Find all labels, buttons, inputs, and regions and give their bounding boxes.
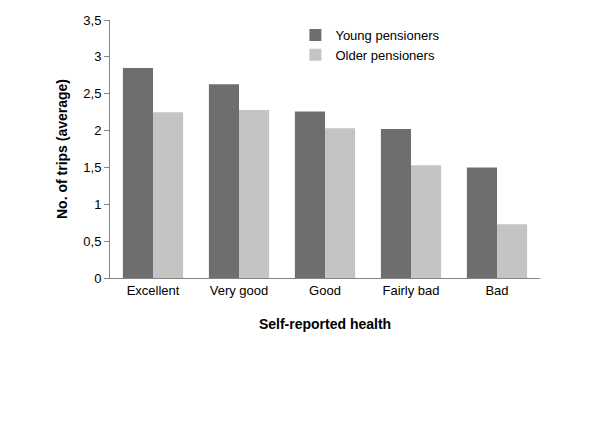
svg-text:Young pensioners: Young pensioners	[335, 28, 439, 43]
svg-text:2: 2	[94, 123, 101, 138]
svg-text:3: 3	[94, 49, 101, 64]
svg-text:1,5: 1,5	[83, 160, 101, 175]
svg-text:2,5: 2,5	[83, 86, 101, 101]
svg-text:1: 1	[94, 197, 101, 212]
svg-text:Excellent: Excellent	[127, 283, 180, 298]
svg-text:3,5: 3,5	[83, 13, 101, 28]
svg-text:Very good: Very good	[210, 283, 269, 298]
svg-text:Good: Good	[309, 283, 341, 298]
svg-text:Self-reported health: Self-reported health	[259, 316, 391, 332]
svg-text:Fairly bad: Fairly bad	[382, 283, 439, 298]
svg-text:Bad: Bad	[485, 283, 508, 298]
svg-text:No. of trips (average): No. of trips (average)	[54, 79, 70, 219]
svg-text:Older pensioners: Older pensioners	[335, 48, 434, 63]
svg-text:0: 0	[94, 271, 101, 286]
svg-text:0,5: 0,5	[83, 234, 101, 249]
